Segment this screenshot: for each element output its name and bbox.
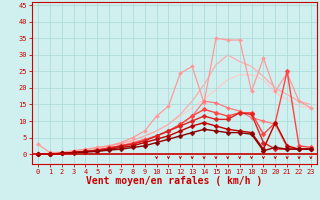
- X-axis label: Vent moyen/en rafales ( km/h ): Vent moyen/en rafales ( km/h ): [86, 176, 262, 186]
